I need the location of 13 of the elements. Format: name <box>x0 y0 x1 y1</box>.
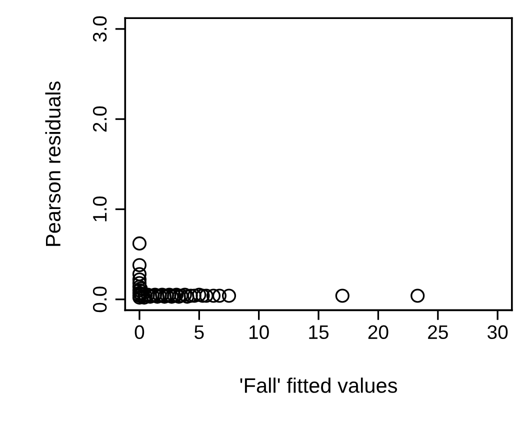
x-tick-label: 10 <box>250 325 269 340</box>
y-axis-title: Pearson residuals <box>45 82 61 246</box>
y-tick-label: 3.0 <box>92 16 107 42</box>
x-tick-label: 30 <box>488 325 508 340</box>
x-tick-label: 20 <box>368 325 388 340</box>
x-axis-title: 'Fall' fitted values <box>240 378 398 393</box>
y-tick-label: 0.0 <box>92 286 107 312</box>
x-tick-label: 5 <box>194 325 204 340</box>
y-tick-label: 1.0 <box>92 196 107 222</box>
x-tick-label: 15 <box>309 325 329 340</box>
x-tick-label: 25 <box>428 325 448 340</box>
x-tick-label: 0 <box>134 325 144 340</box>
y-tick-label: 2.0 <box>92 106 107 132</box>
